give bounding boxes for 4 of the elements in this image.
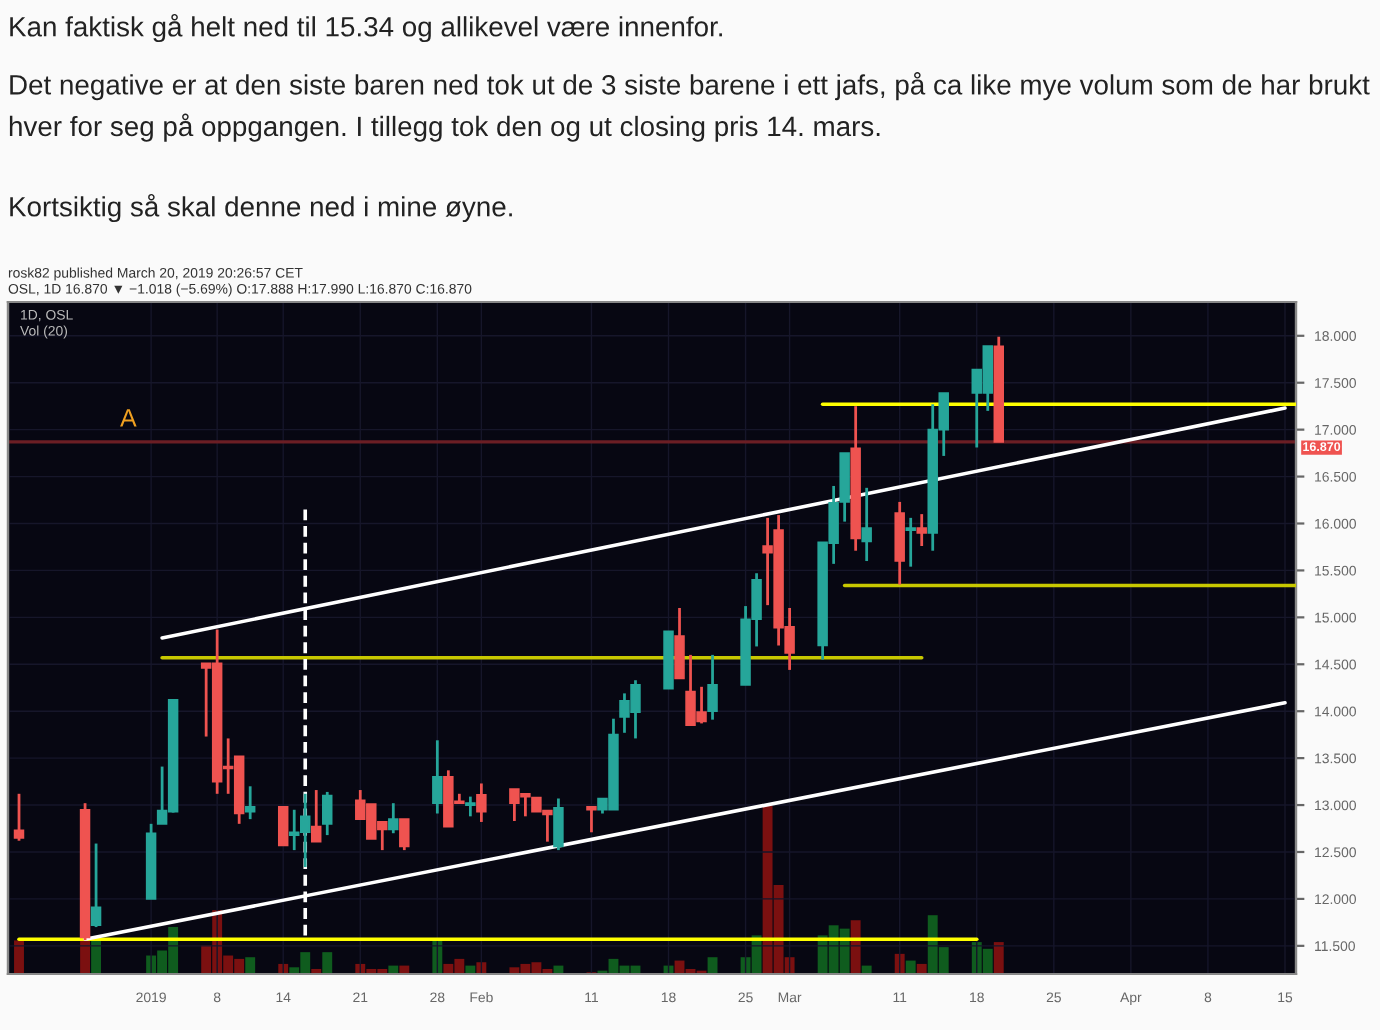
text: Kortsiktig så skal denne ned i mine øyne.: [10, 193, 512, 223]
chart-title: Kan faktisk gå helt ned til 15.34 og allikevel være innenfor.: [10, 13, 722, 43]
annotation: A: [120, 409, 137, 427]
chart-subtitle: Det negative er at den siste baren ned tok ut de 3 siste barene i ett jafs, på ca like mye volum som de har brukt hver for seg på oppgangen. I tillegg tok den og ut closing pris 14. mars.: [9, 72, 1370, 142]
